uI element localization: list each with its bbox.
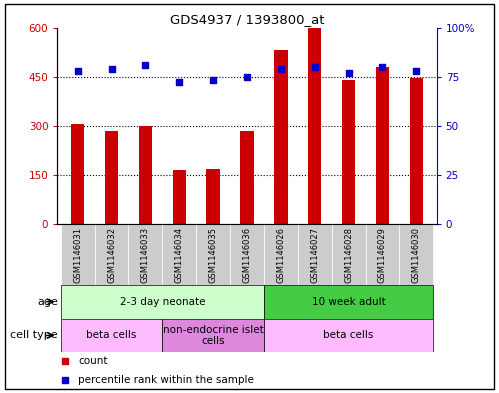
Text: cell type: cell type xyxy=(10,331,58,340)
Bar xyxy=(207,169,220,224)
Point xyxy=(74,68,82,74)
Text: non-endocrine islet
cells: non-endocrine islet cells xyxy=(163,325,263,346)
Point xyxy=(345,70,353,76)
Text: GSM1146027: GSM1146027 xyxy=(310,227,319,283)
Bar xyxy=(264,319,433,352)
Bar xyxy=(298,224,332,285)
Bar xyxy=(264,285,433,319)
Bar xyxy=(173,170,186,224)
Point xyxy=(311,64,319,70)
Text: GSM1146029: GSM1146029 xyxy=(378,227,387,283)
Bar xyxy=(196,224,230,285)
Bar xyxy=(61,319,162,352)
Text: GSM1146028: GSM1146028 xyxy=(344,227,353,283)
Text: age: age xyxy=(37,297,58,307)
Bar xyxy=(61,224,95,285)
Point xyxy=(61,377,69,383)
Bar xyxy=(105,131,118,224)
Bar xyxy=(376,67,389,224)
Bar xyxy=(162,224,196,285)
Bar xyxy=(162,319,264,352)
Text: GSM1146036: GSM1146036 xyxy=(243,227,251,283)
Point xyxy=(378,64,386,70)
Bar xyxy=(264,224,298,285)
Bar xyxy=(240,131,254,224)
Bar xyxy=(332,224,365,285)
Point xyxy=(243,73,251,80)
Text: GSM1146030: GSM1146030 xyxy=(412,227,421,283)
Point xyxy=(277,66,285,72)
Text: percentile rank within the sample: percentile rank within the sample xyxy=(78,375,254,385)
Bar xyxy=(71,124,84,224)
Point xyxy=(209,77,217,84)
Text: count: count xyxy=(78,356,108,367)
Bar xyxy=(308,28,321,224)
Text: beta cells: beta cells xyxy=(323,331,374,340)
Bar xyxy=(230,224,264,285)
Text: GSM1146026: GSM1146026 xyxy=(276,227,285,283)
Text: GSM1146033: GSM1146033 xyxy=(141,227,150,283)
Text: 10 week adult: 10 week adult xyxy=(312,297,385,307)
Text: 2-3 day neonate: 2-3 day neonate xyxy=(120,297,205,307)
Bar xyxy=(410,78,423,224)
Text: GSM1146032: GSM1146032 xyxy=(107,227,116,283)
Title: GDS4937 / 1393800_at: GDS4937 / 1393800_at xyxy=(170,13,324,26)
Bar xyxy=(95,224,129,285)
Point xyxy=(108,66,116,72)
Bar xyxy=(61,285,264,319)
Point xyxy=(175,79,183,86)
Bar xyxy=(365,224,399,285)
Text: GSM1146034: GSM1146034 xyxy=(175,227,184,283)
Text: GSM1146035: GSM1146035 xyxy=(209,227,218,283)
Bar xyxy=(274,50,287,224)
Point xyxy=(141,62,149,68)
Text: GSM1146031: GSM1146031 xyxy=(73,227,82,283)
Bar xyxy=(139,125,152,224)
Point xyxy=(412,68,420,74)
Bar xyxy=(342,80,355,224)
Point xyxy=(61,358,69,365)
Text: beta cells: beta cells xyxy=(86,331,137,340)
Bar xyxy=(129,224,162,285)
Bar xyxy=(399,224,433,285)
